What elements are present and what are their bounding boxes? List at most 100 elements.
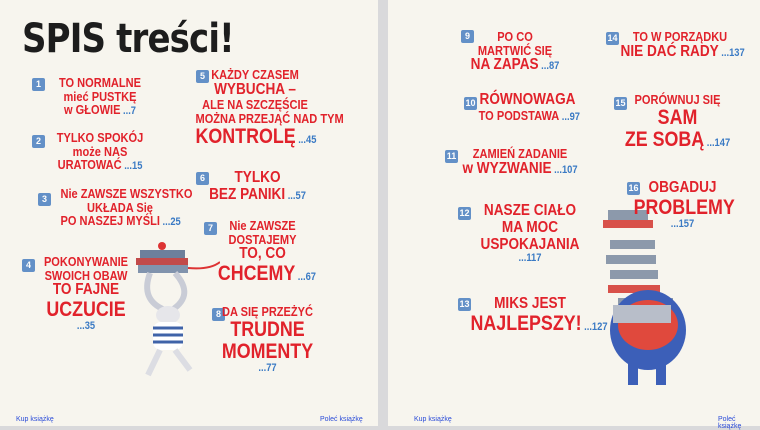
chapter-number-badge: 7 [204, 222, 217, 235]
chapter-title-line: TO FAJNE [52, 281, 120, 299]
buy-book-link[interactable]: Kup książkę [16, 416, 54, 423]
chapter-title-line: CHCEMY [217, 262, 296, 286]
page-number: ...97 [561, 110, 581, 123]
page-number: ...15 [124, 160, 143, 173]
chapter-title-line: TRUDNE [230, 317, 305, 341]
chapter-number-badge: 4 [22, 259, 35, 272]
page-number: ...87 [541, 60, 560, 73]
chapter-title-line: TYLKO [234, 169, 281, 186]
chapter-number-badge: 15 [614, 97, 627, 110]
chapter-number-badge: 8 [212, 308, 225, 321]
chapter-title-line: USPOKAJANIA [480, 235, 580, 253]
page-number: ...147 [706, 136, 731, 149]
chapter-title-line: ALE NA SZCZĘŚCIE [202, 97, 308, 113]
chapter-title-line: UCZUCIE [46, 298, 126, 322]
toc-entry[interactable]: TYLKO BEZ PANIKI ...57 [195, 169, 320, 204]
toc-entry[interactable]: MIKS JEST NAJLEPSZY! ...127 [460, 295, 608, 335]
toc-entry[interactable]: POKONYWANIE SWOICH OBAW TO FAJNE UCZUCIE...… [36, 255, 136, 333]
recommend-book-link[interactable]: Poleć książkę [718, 416, 742, 430]
chapter-title-line: PO NASZEJ MYŚLI [60, 213, 160, 229]
chapter-title-line: MIKS JEST [494, 295, 566, 312]
chapter-number-badge: 16 [627, 182, 640, 195]
toc-entry[interactable]: PO CO MARTWIĆ SIĘ NA ZAPAS ...87 [450, 30, 580, 74]
chapter-number-badge: 1 [32, 78, 45, 91]
chapter-title-line: Nie ZAWSZE WSZYSTKO [60, 186, 193, 201]
chapter-title-line: NA ZAPAS [470, 56, 539, 74]
chapter-title-line: TO, CO [239, 245, 286, 263]
page-number: ...157 [670, 217, 695, 230]
page-number: ...117 [518, 252, 542, 265]
page-number: ...35 [76, 320, 96, 333]
chapter-title-line: KAŻDY CZASEM [211, 67, 299, 82]
chapter-number-badge: 11 [445, 150, 458, 163]
toc-entry[interactable]: DA SIĘ PRZEŻYĆ TRUDNE MOMENTY ...77 [210, 305, 325, 374]
chapter-number-badge: 5 [196, 70, 209, 83]
chapter-title-line: BEZ PANIKI [209, 185, 286, 203]
chapter-title-line: POKONYWANIE [43, 254, 129, 269]
chapter-title-line: URATOWAĆ [57, 157, 122, 173]
chapter-title-line: PROBLEMY [633, 195, 735, 219]
chapter-number-badge: 3 [38, 193, 51, 206]
recommend-book-link[interactable]: Poleć książkę [320, 416, 363, 423]
toc-entry[interactable]: TYLKO SPOKÓJ może NAS URATOWAĆ ...15 [45, 131, 155, 173]
buy-book-link[interactable]: Kup książkę [414, 416, 452, 423]
chapter-title-line: NAJLEPSZY! [470, 311, 582, 335]
chapter-title-line: PO CO [497, 29, 533, 44]
chapter-title-line: ZAMIEŃ ZADANIE [472, 146, 568, 161]
chapter-title-line: DA SIĘ PRZEŻYĆ [221, 304, 314, 319]
toc-entry[interactable]: TO W PORZĄDKU NIE DAĆ RADY ...137 [610, 30, 750, 60]
chapter-title-line: NASZE CIAŁO [483, 202, 577, 219]
toc-entry[interactable]: Nie ZAWSZE DOSTAJEMY TO, CO CHCEMY ...67 [210, 218, 316, 286]
chapter-title-line: WYBUCHA – [214, 80, 296, 98]
page-title: SPIS treści! [22, 16, 235, 62]
bunny-illustration [136, 242, 220, 377]
toc-entry[interactable]: PORÓWNUJ SIĘ SAM ZE SOBĄ ...147 [615, 93, 740, 151]
toc-entry[interactable]: ZAMIEŃ ZADANIE w WYZWANIE ...107 [450, 147, 590, 177]
page-number: ...127 [584, 320, 608, 333]
page-number: ...45 [298, 133, 317, 146]
toc-entry[interactable]: NASZE CIAŁO MA MOC USPOKAJANIA ...117 [470, 202, 590, 265]
chapter-title-line: TO PODSTAWA [478, 107, 560, 123]
chapter-title-line: w WYZWANIE [462, 159, 552, 177]
chapter-title-line: MOMENTY [221, 339, 314, 363]
chapter-title-line: NIE DAĆ RADY [620, 42, 719, 60]
chapter-title-line: MA MOC [501, 218, 559, 236]
chapter-title-line: SAM [657, 105, 698, 129]
chapter-title-line: TO W PORZĄDKU [632, 29, 728, 44]
monster-illustration [603, 210, 686, 385]
chapter-title-line: w GŁOWIE [63, 102, 121, 118]
chapter-title-line: RÓWNOWAGA [479, 91, 576, 108]
page-number: ...7 [123, 105, 137, 118]
page-number: ...107 [554, 163, 578, 176]
chapter-title-line: MOŻNA PRZEJĄĆ NAD TYM [195, 111, 344, 127]
toc-entry[interactable]: KAŻDY CZASEM WYBUCHA – ALE NA SZCZĘŚCIE MOŻ… [185, 67, 344, 148]
toc-entry[interactable]: OBGADUJ PROBLEMY ...157 [625, 179, 740, 230]
toc-entry[interactable]: Nie ZAWSZE WSZYSTKO UKŁADA Się PO NASZEJ M… [50, 186, 193, 229]
chapter-number-badge: 13 [458, 298, 471, 311]
chapter-title-line: MARTWIĆ SIĘ [477, 42, 553, 58]
chapter-title-line: UKŁADA Się [87, 199, 153, 215]
chapter-title-line: SWOICH OBAW [44, 267, 128, 283]
page-number: ...67 [297, 271, 316, 284]
page-number: ...57 [287, 189, 306, 202]
chapter-title-line: TYLKO SPOKÓJ [56, 130, 144, 145]
chapter-title-line: KONTROLĘ [195, 124, 296, 148]
right-page: Kup książkę Poleć książkę [388, 0, 760, 430]
chapter-number-badge: 14 [606, 32, 619, 45]
chapter-number-badge: 12 [458, 207, 471, 220]
chapter-number-badge: 9 [461, 30, 474, 43]
chapter-title-line: mieć PUSTKĘ [63, 88, 137, 104]
chapter-title-line: TO NORMALNE [58, 75, 142, 90]
chapter-number-badge: 6 [196, 172, 209, 185]
chapter-title-line: ZE SOBĄ [624, 127, 705, 151]
page-number: ...77 [258, 361, 277, 374]
chapter-title-line: DOSTAJEMY [228, 231, 297, 247]
chapter-number-badge: 2 [32, 135, 45, 148]
left-page: SPIS treści! Kup książkę Poleć książkę [0, 0, 378, 426]
toc-entry[interactable]: RÓWNOWAGA TO PODSTAWA ...97 [470, 91, 585, 123]
toc-entry[interactable]: TO NORMALNE mieć PUSTKĘ w GŁOWIE ...7 [45, 76, 155, 118]
page-number: ...25 [162, 216, 181, 229]
chapter-title-line: OBGADUJ [648, 179, 717, 196]
chapter-title-line: Nie ZAWSZE [229, 218, 296, 233]
page-number: ...137 [721, 46, 745, 59]
